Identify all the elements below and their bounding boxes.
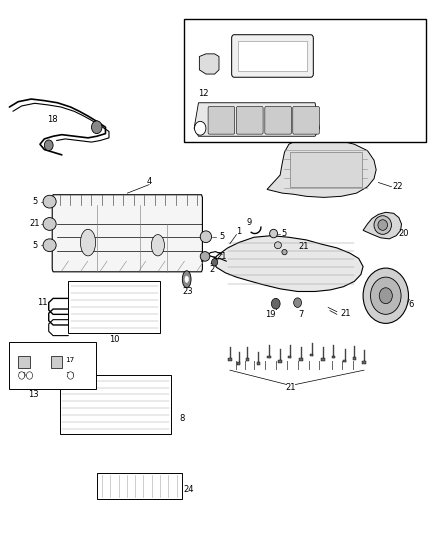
Text: 5: 5 <box>32 197 37 206</box>
Ellipse shape <box>43 217 56 230</box>
Text: 5: 5 <box>281 229 286 238</box>
Text: 17: 17 <box>65 357 74 362</box>
Polygon shape <box>363 212 402 239</box>
Ellipse shape <box>378 220 388 230</box>
Bar <box>237 362 240 365</box>
Bar <box>288 356 291 359</box>
Bar <box>353 357 356 360</box>
Text: 23: 23 <box>182 287 193 296</box>
Text: 21: 21 <box>29 220 40 229</box>
Circle shape <box>212 259 218 266</box>
Text: 13: 13 <box>28 390 39 399</box>
Ellipse shape <box>200 231 212 243</box>
Text: 16: 16 <box>65 373 74 378</box>
Ellipse shape <box>374 216 392 235</box>
Bar <box>279 360 282 363</box>
Bar <box>290 152 362 187</box>
Bar <box>321 358 325 361</box>
Text: 7: 7 <box>298 310 304 319</box>
Bar <box>97 473 182 499</box>
Text: 19: 19 <box>265 310 276 319</box>
Bar <box>299 358 303 361</box>
Text: 15: 15 <box>17 373 27 378</box>
Bar <box>68 281 160 333</box>
Bar <box>51 356 62 368</box>
Text: 6: 6 <box>408 300 414 309</box>
Ellipse shape <box>81 229 95 256</box>
Polygon shape <box>267 138 376 197</box>
Bar <box>332 356 335 359</box>
Bar <box>184 19 426 142</box>
FancyBboxPatch shape <box>208 107 235 134</box>
Text: 14: 14 <box>17 357 27 362</box>
Circle shape <box>67 372 74 379</box>
Circle shape <box>272 298 280 309</box>
Bar <box>238 41 307 71</box>
Bar <box>257 362 260 365</box>
Bar <box>228 358 232 361</box>
Ellipse shape <box>151 235 164 256</box>
Text: 2: 2 <box>209 265 215 273</box>
Text: 21: 21 <box>216 252 227 261</box>
Circle shape <box>18 372 25 379</box>
Text: 22: 22 <box>393 182 403 191</box>
FancyBboxPatch shape <box>265 107 291 134</box>
Circle shape <box>26 372 32 379</box>
Polygon shape <box>52 195 202 272</box>
Text: 11: 11 <box>37 298 47 307</box>
Bar <box>60 375 171 434</box>
Text: 21: 21 <box>298 242 309 251</box>
Text: 18: 18 <box>47 115 57 124</box>
Circle shape <box>44 140 53 151</box>
Circle shape <box>293 298 301 308</box>
Text: 5: 5 <box>32 241 37 250</box>
Text: 5: 5 <box>219 232 224 241</box>
Bar <box>246 358 249 361</box>
Bar <box>268 356 271 359</box>
Text: 1: 1 <box>236 228 241 237</box>
FancyBboxPatch shape <box>293 107 319 134</box>
FancyBboxPatch shape <box>237 107 263 134</box>
FancyBboxPatch shape <box>232 35 313 77</box>
Text: 4: 4 <box>147 177 152 186</box>
Text: 21: 21 <box>286 383 296 392</box>
Ellipse shape <box>200 252 210 261</box>
Ellipse shape <box>282 249 287 255</box>
Text: 10: 10 <box>109 335 120 344</box>
Text: 24: 24 <box>183 485 194 494</box>
Bar <box>310 354 313 357</box>
Text: 21: 21 <box>340 309 351 318</box>
Bar <box>18 356 29 368</box>
Text: 9: 9 <box>247 218 252 227</box>
Circle shape <box>194 122 206 135</box>
Circle shape <box>379 288 392 304</box>
Bar <box>9 342 96 389</box>
Ellipse shape <box>182 271 191 288</box>
Text: 3: 3 <box>243 128 248 137</box>
Text: 20: 20 <box>398 229 409 238</box>
Text: 12: 12 <box>198 89 208 98</box>
Ellipse shape <box>270 229 278 238</box>
Text: 8: 8 <box>179 414 184 423</box>
Bar <box>362 361 366 364</box>
Ellipse shape <box>275 242 282 249</box>
Polygon shape <box>212 236 363 292</box>
Ellipse shape <box>43 195 56 208</box>
Circle shape <box>371 277 401 314</box>
Polygon shape <box>194 103 319 136</box>
Bar <box>343 360 346 362</box>
Polygon shape <box>199 54 219 74</box>
Circle shape <box>92 121 102 134</box>
Ellipse shape <box>43 239 56 252</box>
Ellipse shape <box>185 276 188 282</box>
Circle shape <box>363 268 409 324</box>
